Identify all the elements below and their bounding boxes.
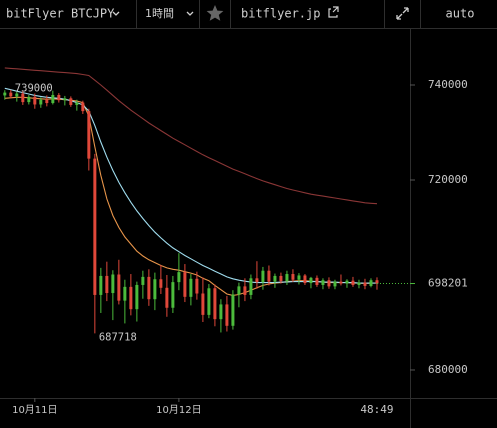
candle-body [135, 284, 139, 310]
candle-body [51, 94, 55, 104]
candle-body [57, 94, 61, 101]
candle-body [3, 92, 7, 96]
favorite-star[interactable] [206, 5, 224, 21]
candle-body [33, 96, 37, 105]
candle-body [207, 288, 211, 315]
fullscreen-icon[interactable] [396, 7, 409, 20]
candle-body [369, 280, 373, 286]
candle-body [339, 281, 343, 284]
candle-body [153, 279, 157, 300]
candle-body [165, 287, 169, 308]
candle-body [129, 286, 133, 310]
candle-body [267, 270, 271, 282]
candle-body [273, 275, 277, 282]
candle-body [303, 275, 307, 284]
high-annotation: 739000 [15, 83, 53, 95]
candle-body [285, 274, 289, 282]
moving-average-line [4, 87, 377, 284]
candle-body [117, 274, 121, 301]
candle-body [255, 278, 259, 283]
candle-body [9, 92, 13, 97]
candle-body [141, 276, 145, 285]
candle-body [321, 280, 325, 285]
candle-body [219, 304, 223, 320]
y-tick-label: 720000 [428, 173, 468, 186]
candle-body [309, 277, 313, 284]
candle-body [297, 275, 301, 280]
candle-body [333, 281, 337, 287]
market-selector[interactable]: bitFlyer BTCJPY [6, 7, 115, 21]
bar-countdown: 48:49 [360, 403, 393, 416]
candle-body [93, 158, 97, 295]
toolbar: bitFlyer BTCJPY 1時間 bitflyer.jp auto [0, 0, 497, 29]
candle-body [261, 270, 265, 283]
y-tick-label: 680000 [428, 363, 468, 376]
candle-body [63, 98, 67, 101]
candle-body [171, 282, 175, 308]
moving-average-line [4, 67, 378, 205]
candle-body [45, 99, 49, 104]
candle-body [111, 274, 115, 294]
candle-body [15, 93, 19, 97]
site-link[interactable]: bitflyer.jp [241, 7, 320, 21]
candle-body [99, 275, 103, 295]
scale-button[interactable]: auto [446, 7, 475, 21]
last-price-label: 698201 [428, 277, 468, 290]
candle-body [225, 304, 229, 326]
candle-body [177, 272, 181, 283]
candle-body [195, 278, 199, 294]
candle-body [21, 93, 25, 103]
candle-body [87, 111, 91, 159]
candle-body [81, 102, 85, 112]
candle-body [375, 280, 379, 284]
interval-chevron[interactable] [186, 11, 194, 16]
candle-body [345, 280, 349, 284]
candle-body [183, 272, 187, 297]
candle-body [327, 280, 331, 287]
market-chevron[interactable] [112, 11, 120, 16]
candle-body [363, 282, 367, 286]
candle-body [213, 288, 217, 320]
interval-selector[interactable]: 1時間 [145, 7, 174, 20]
candle-body [75, 102, 79, 105]
candle-body [357, 282, 361, 285]
candle-body [159, 279, 163, 288]
x-tick-label: 10月12日 [156, 404, 201, 416]
external-link-icon[interactable] [328, 6, 339, 18]
candle-body [351, 280, 355, 285]
candle-body [315, 277, 319, 285]
candle-body [105, 275, 109, 294]
candle-body [243, 286, 247, 295]
candle-body [147, 276, 151, 300]
candle-body [279, 275, 283, 282]
candle-body [39, 99, 43, 105]
candle-body [69, 98, 73, 105]
candle-body [123, 286, 127, 301]
y-tick-label: 740000 [428, 78, 468, 91]
x-tick-label: 10月11日 [12, 404, 57, 416]
candle-body [249, 278, 253, 295]
candle-body [201, 293, 205, 315]
low-annotation: 687718 [99, 331, 137, 343]
candle-body [237, 286, 241, 295]
candle-body [231, 294, 235, 326]
candle-body [189, 278, 193, 297]
candle-body [27, 96, 31, 103]
candle-body [291, 274, 295, 280]
